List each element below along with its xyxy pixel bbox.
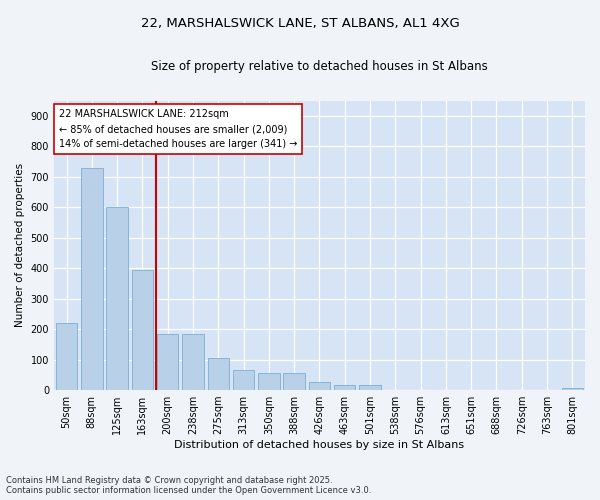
Bar bbox=[106, 207, 128, 390]
Bar bbox=[283, 374, 305, 390]
Bar bbox=[81, 168, 103, 390]
Bar bbox=[157, 334, 178, 390]
Bar bbox=[131, 270, 153, 390]
Bar bbox=[233, 370, 254, 390]
Bar bbox=[359, 384, 381, 390]
Bar bbox=[309, 382, 330, 390]
Bar bbox=[56, 323, 77, 390]
Text: 22, MARSHALSWICK LANE, ST ALBANS, AL1 4XG: 22, MARSHALSWICK LANE, ST ALBANS, AL1 4X… bbox=[140, 18, 460, 30]
Bar bbox=[182, 334, 204, 390]
Text: Contains HM Land Registry data © Crown copyright and database right 2025.
Contai: Contains HM Land Registry data © Crown c… bbox=[6, 476, 371, 495]
Y-axis label: Number of detached properties: Number of detached properties bbox=[15, 164, 25, 328]
Text: 22 MARSHALSWICK LANE: 212sqm
← 85% of detached houses are smaller (2,009)
14% of: 22 MARSHALSWICK LANE: 212sqm ← 85% of de… bbox=[59, 109, 298, 149]
Bar bbox=[562, 388, 583, 390]
X-axis label: Distribution of detached houses by size in St Albans: Distribution of detached houses by size … bbox=[175, 440, 464, 450]
Title: Size of property relative to detached houses in St Albans: Size of property relative to detached ho… bbox=[151, 60, 488, 73]
Bar bbox=[208, 358, 229, 390]
Bar bbox=[334, 384, 355, 390]
Bar bbox=[258, 374, 280, 390]
